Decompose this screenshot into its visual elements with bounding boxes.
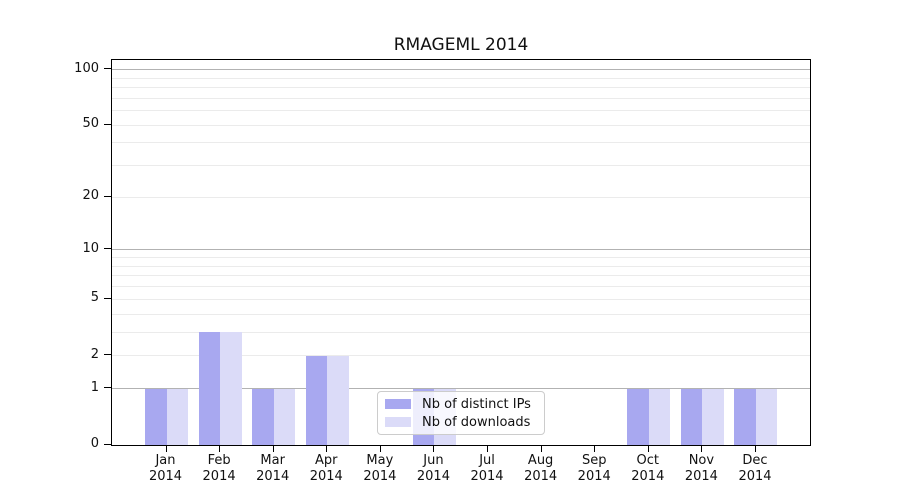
x-tick-label-may: May 2014: [363, 453, 397, 484]
y-tick-5: [104, 297, 111, 299]
legend-label-distinct-ips: Nb of distinct IPs: [422, 396, 531, 412]
bar-downloads-dec: [755, 388, 778, 445]
bar-downloads-nov: [702, 388, 724, 445]
x-tick-label-jan: Jan 2014: [148, 453, 183, 484]
x-tick-label-aug: Aug 2014: [524, 453, 558, 484]
x-tick-label-mar: Mar 2014: [256, 453, 290, 484]
gridline-minor-70: [112, 97, 810, 99]
gridline-minor-20: [112, 196, 810, 198]
bar-downloads-mar: [273, 388, 296, 445]
bar-distinct-ips-oct: [627, 388, 649, 445]
x-tick-dec: [754, 446, 756, 452]
chart-title: RMAGEML 2014: [393, 35, 529, 55]
y-tick-label-50: 50: [82, 116, 99, 132]
y-tick-1: [104, 387, 111, 389]
gridline-major-100: [112, 69, 810, 71]
gridline-minor-6: [112, 286, 810, 288]
bar-distinct-ips-nov: [680, 388, 703, 445]
legend-item-distinct-ips: Nb of distinct IPs: [385, 397, 536, 412]
x-tick-jul: [487, 446, 489, 452]
x-tick-label-sep: Sep 2014: [577, 453, 611, 484]
x-tick-nov: [701, 446, 703, 452]
y-tick-20: [104, 195, 111, 197]
legend-item-downloads: Nb of downloads: [385, 415, 536, 430]
y-tick-label-10: 10: [82, 240, 99, 256]
x-tick-label-apr: Apr 2014: [309, 453, 343, 484]
gridline-minor-5: [112, 298, 810, 300]
x-tick-apr: [326, 446, 328, 452]
gridline-minor-3: [112, 331, 810, 333]
gridline-minor-4: [112, 313, 810, 315]
x-tick-aug: [540, 446, 542, 452]
x-tick-label-nov: Nov 2014: [684, 453, 718, 484]
gridline-minor-60: [112, 110, 810, 112]
gridline-minor-90: [112, 77, 810, 79]
legend-label-downloads: Nb of downloads: [422, 414, 531, 430]
x-tick-may: [379, 446, 381, 452]
legend-swatch-downloads: [385, 417, 411, 427]
y-tick-100: [104, 68, 111, 70]
bar-distinct-ips-apr: [305, 355, 328, 445]
gridline-minor-7: [112, 275, 810, 277]
x-tick-feb: [219, 446, 221, 452]
bar-distinct-ips-jan: [145, 388, 167, 445]
y-tick-10: [104, 248, 111, 250]
y-tick-label-100: 100: [74, 60, 99, 76]
y-tick-label-1: 1: [90, 379, 99, 395]
gridline-minor-40: [112, 142, 810, 144]
bar-downloads-oct: [648, 388, 671, 445]
x-tick-jan: [165, 446, 167, 452]
x-tick-label-jul: Jul 2014: [470, 453, 504, 484]
y-tick-50: [104, 123, 111, 125]
y-tick-label-0: 0: [90, 436, 99, 451]
y-tick-label-5: 5: [90, 290, 99, 306]
gridline-major-10: [112, 249, 810, 251]
plot-area: [111, 59, 811, 446]
legend: Nb of distinct IPs Nb of downloads: [377, 391, 545, 435]
gridline-minor-8: [112, 265, 810, 267]
x-tick-sep: [594, 446, 596, 452]
x-tick-oct: [647, 446, 649, 452]
y-tick-label-20: 20: [82, 188, 99, 204]
gridline-minor-50: [112, 124, 810, 126]
gridline-major-1: [112, 388, 810, 390]
gridline-minor-2: [112, 355, 810, 357]
y-tick-0: [104, 443, 111, 445]
x-tick-jun: [433, 446, 435, 452]
legend-swatch-distinct-ips: [385, 399, 411, 409]
x-tick-label-oct: Oct 2014: [631, 453, 665, 484]
x-tick-mar: [272, 446, 274, 452]
x-tick-label-feb: Feb 2014: [202, 453, 236, 484]
bar-downloads-feb: [220, 332, 242, 445]
bar-distinct-ips-dec: [734, 388, 756, 445]
plot-inner: [112, 60, 810, 445]
gridline-minor-9: [112, 257, 810, 259]
gridline-minor-80: [112, 87, 810, 89]
bar-distinct-ips-feb: [198, 332, 221, 445]
gridline-minor-30: [112, 165, 810, 167]
y-tick-label-2: 2: [90, 346, 99, 362]
x-tick-label-jun: Jun 2014: [416, 453, 450, 484]
x-tick-label-dec: Dec 2014: [738, 453, 772, 484]
bar-downloads-apr: [327, 355, 349, 445]
bar-distinct-ips-mar: [252, 388, 274, 445]
bar-downloads-jan: [166, 388, 188, 445]
y-tick-2: [104, 354, 111, 356]
